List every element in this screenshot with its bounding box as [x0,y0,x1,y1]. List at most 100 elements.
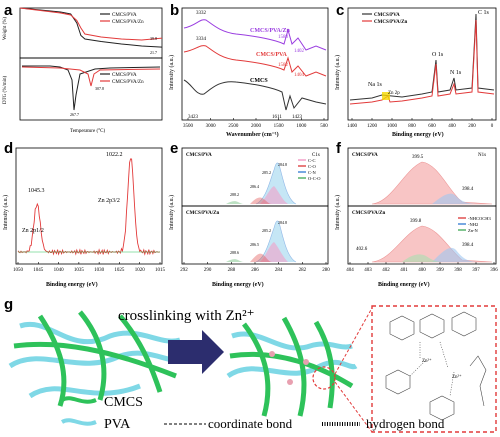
b-series-cmcs-pva [183,45,327,77]
e-bottom-p2: 285.2 [262,228,271,233]
a-ylabel-bottom: DTG (%/min) [3,75,8,104]
e-top-p0: 288.2 [230,192,239,197]
b-annot-3423: 3423 [188,115,199,120]
panel-letter-f: f [336,140,341,157]
xtick-label: 1400 [347,124,358,129]
e-ylabel: Intensity (a.u.) [168,195,175,230]
b-annot-1423: 1423 [292,115,303,120]
fiber-network-after [226,316,358,417]
legend-label: -NH2 [468,222,478,227]
e-top-p3: 284.8 [278,162,287,167]
a-legend-0: CMCS/PVA [112,13,137,18]
xtick-label: 280 [322,268,330,273]
panel-letter-c: c [336,2,345,19]
c-annot-na1s: Na 1s [368,82,382,88]
xtick-label: 1045 [33,268,44,273]
e-top-peak-oco [226,201,244,204]
d-xticks: 1050 1045 1040 1035 1030 1025 1020 1015 [13,262,166,273]
xtick-label: 1000 [387,124,398,129]
c-xticks: 1400 1200 1000 800 600 400 200 0 [347,118,494,129]
a-bottom-frame [19,57,163,121]
b-ylabel: Intensity (a.u.) [168,55,175,90]
legend-label: O-C-O [308,176,321,181]
xtick-label: 1050 [13,268,24,273]
zoom-circle [312,366,336,390]
a-weight-series-1 [19,7,163,41]
xtick-label: 1025 [114,268,125,273]
f-top-p1: 398.4 [462,187,474,192]
a-legend-3: CMCS/PVA/Zn [112,80,144,85]
xtick-label: 2000 [251,124,262,129]
panel-letter-a: a [4,2,13,19]
d-frame [15,147,163,265]
a-legend-2: CMCS/PVA [112,73,137,78]
f-bottom-p1: 399.8 [410,219,422,224]
xtick-label: 1035 [74,268,85,273]
b-label-cmcs-pva: CMCS/PVA [256,52,288,58]
xtick-label: 286 [251,268,259,273]
legend-pva-swatch [60,418,97,426]
c-ylabel: Intensity (a.u.) [334,55,341,90]
f-bottom-p2: 398.4 [462,243,474,248]
d-peak1-value: 1045.3 [28,188,45,194]
zn-label-1: Zn²⁺ [422,358,432,364]
e-top-peak-co [260,186,288,204]
e-top-peak-cn [250,197,272,204]
xtick-label: 600 [428,124,436,129]
b-label-cmcs: CMCS [250,78,268,84]
a-dtg-cmcs-pva [22,65,161,111]
e-top-p1: 286.4 [250,184,259,189]
scheme-g: crosslinking with Zn²⁺ Zn²⁺ Zn²⁺ CMCS PV… [8,305,497,433]
legend-label: Zn-N [468,228,478,233]
c-legend-0: CMCS/PVA [374,13,400,18]
d-spectrum [17,158,161,256]
a-top-frame [19,7,163,59]
a-xlabel: Temperature (°C) [70,129,105,134]
xtick-label: 404 [346,268,354,273]
xtick-label: 200 [468,124,476,129]
xtick-label: 1040 [54,268,65,273]
a-annot-0: 39.8 [150,36,157,41]
zoom-line-top [334,307,373,375]
d-ylabel: Intensity (a.u.) [2,195,9,230]
e-legend: C-CC-OC-NO-C-O [298,158,321,181]
e-bottom-p0: 288.6 [230,250,239,255]
e-top-p2: 285.2 [262,170,271,175]
b-annot-1611: 1611 [272,115,282,120]
panel-letter-b: b [170,2,180,19]
xtick-label: 1200 [367,124,378,129]
chart-d: Intensity (a.u.) Binding energy (eV) 105… [2,147,166,288]
e-top-peak-cc [255,162,297,205]
xtick-label: 1000 [296,124,307,129]
chart-c: Intensity (a.u.) Binding energy (eV) 140… [334,7,497,138]
e-top-title: CMCS/PVA [186,153,212,158]
c-zn-highlight [382,92,390,100]
a-dtg-cmcs-pva-zn [21,66,161,87]
c-frame [347,7,497,121]
f-top-peak-nhcoch3 [371,161,493,205]
zn-label-2: Zn²⁺ [452,374,462,380]
molecular-structure [385,311,487,421]
b-xticks: 3500 3000 2500 2000 1500 1000 500 [183,118,328,129]
e-bottom-title: CMCS/PVA/Zn [186,211,219,216]
b-series-cmcs [183,79,327,111]
f-bottom-p0: 402.6 [356,247,368,252]
c-series-cmcs-pva-zn [349,19,495,105]
xtick-label: 292 [180,268,188,273]
legend-hydrogen: hydrogen bond [366,416,445,431]
f-ylabel: Intensity (a.u.) [334,195,341,230]
legend-coordinate: coordinate bond [208,416,293,431]
xtick-label: 282 [299,268,307,273]
e-bottom-p3: 284.8 [278,220,287,225]
legend-cmcs: CMCS [104,395,143,410]
e-bottom-peak-cc [255,220,297,263]
xtick-label: 1020 [135,268,146,273]
a-annot-2: 267.7 [70,112,79,117]
f-top-peak-nh2 [432,193,478,204]
a-annot-3: 307.8 [95,86,104,91]
zoom-line-bottom [334,381,373,433]
b-annot-1588: 1588 [278,35,289,40]
xtick-label: 403 [364,268,372,273]
legend-label: -NHCOCH3 [468,216,492,221]
